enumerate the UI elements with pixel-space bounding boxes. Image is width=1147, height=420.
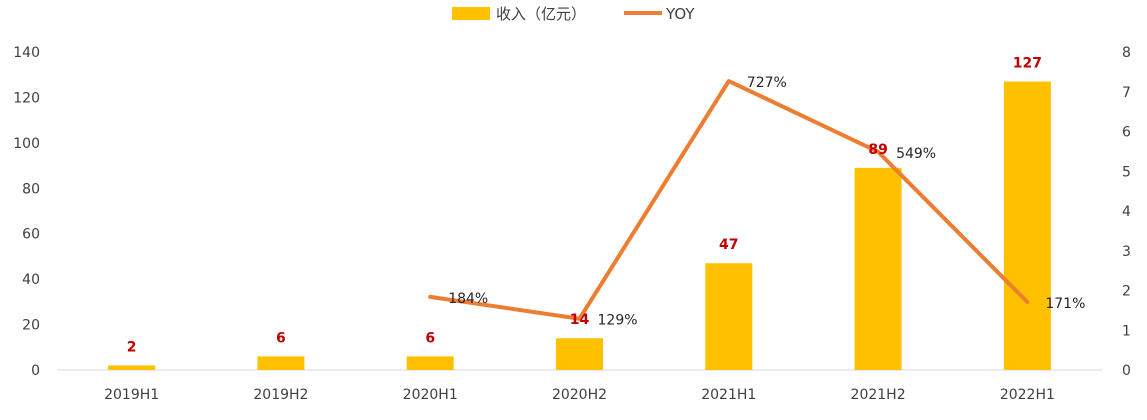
right-y-axis: 0 1 2 3 4 5 6 7 8 [1122, 45, 1131, 379]
right-y-tick-label: 5 [1122, 164, 1131, 180]
yoy-point [727, 80, 730, 83]
bar-series [108, 81, 1051, 371]
line-series [428, 79, 1030, 321]
x-tick-label: 2020H1 [403, 387, 458, 403]
bar [705, 263, 753, 370]
bar [1003, 81, 1051, 371]
yoy-value-label: 549% [896, 146, 936, 162]
x-tick-label: 2022H1 [1000, 387, 1055, 403]
left-y-tick-label: 0 [31, 363, 40, 379]
legend-bar-swatch [452, 7, 490, 20]
x-tick-label: 2021H1 [701, 387, 756, 403]
yoy-value-label: 184% [448, 291, 488, 307]
left-y-tick-label: 40 [22, 272, 40, 288]
bar-value-label: 6 [425, 330, 435, 346]
right-y-tick-label: 0 [1122, 363, 1131, 379]
bar [406, 356, 454, 370]
bar [556, 338, 603, 370]
bar-value-label: 127 [1013, 56, 1042, 72]
bar-value-label: 14 [570, 312, 590, 328]
bar [257, 356, 305, 370]
x-tick-label: 2021H2 [851, 387, 906, 403]
left-y-tick-label: 60 [22, 227, 40, 243]
legend-bar-label: 收入（亿元） [496, 5, 586, 23]
bar-value-label: 47 [719, 237, 738, 253]
x-tick-label: 2019H2 [253, 387, 308, 403]
right-y-tick-label: 8 [1122, 45, 1131, 61]
left-y-tick-label: 20 [22, 318, 40, 334]
bar-value-label: 6 [276, 330, 286, 346]
yoy-point [877, 150, 880, 153]
x-tick-label: 2020H2 [552, 387, 607, 403]
right-y-tick-label: 4 [1122, 204, 1131, 220]
bar-value-label: 2 [127, 339, 137, 355]
bar [854, 167, 902, 370]
left-y-tick-label: 140 [13, 45, 40, 61]
bar [108, 365, 156, 370]
bar-value-label: 89 [868, 142, 887, 158]
yoy-point [429, 295, 432, 298]
yoy-point [1026, 301, 1029, 304]
right-y-tick-label: 1 [1122, 323, 1131, 339]
x-axis: 2019H1 2019H2 2020H1 2020H2 2021H1 2021H2 2022… [104, 387, 1055, 403]
data-labels: 2 6 6 14 47 89 127 184% 129% 727% 549% 171% [127, 56, 1086, 356]
legend-line-label: YOY [665, 5, 695, 23]
left-y-axis: 0 20 40 60 80 100 120 140 [13, 45, 40, 379]
yoy-value-label: 171% [1045, 296, 1085, 312]
yoy-value-label: 129% [598, 313, 638, 329]
right-y-tick-label: 3 [1122, 244, 1131, 260]
yoy-point [578, 317, 581, 320]
yoy-value-label: 727% [747, 75, 787, 91]
right-y-tick-label: 2 [1122, 284, 1131, 300]
left-y-tick-label: 80 [22, 181, 40, 197]
right-y-tick-label: 7 [1122, 85, 1131, 101]
left-y-tick-label: 100 [13, 136, 40, 152]
left-y-tick-label: 120 [13, 90, 40, 106]
x-tick-label: 2019H1 [104, 387, 159, 403]
legend: 收入（亿元） YOY [452, 5, 695, 23]
right-y-tick-label: 6 [1122, 125, 1131, 141]
